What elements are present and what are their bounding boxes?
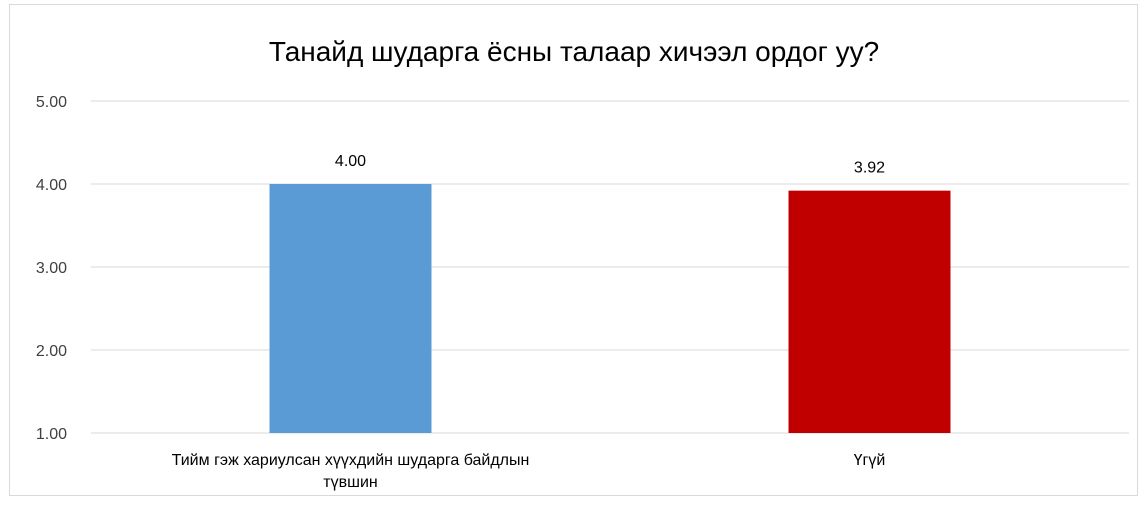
y-tick-label: 2.00 [36,343,67,360]
chart-title: Танайд шударга ёсны талаар хичээл ордог … [269,36,879,67]
y-tick-label: 1.00 [36,426,67,443]
bars [269,184,951,433]
data-label: 4.00 [335,153,366,170]
y-tick-label: 5.00 [36,94,67,111]
chart-area: Танайд шударга ёсны талаар хичээл ордог … [9,4,1138,496]
data-label: 3.92 [854,160,885,177]
bar-chart: Танайд шударга ёсны талаар хичээл ордог … [36,36,1129,491]
bar [788,190,951,433]
y-tick-label: 3.00 [36,260,67,277]
category-label: Үгүй [854,452,886,469]
data-labels: 4.00 3.92 [335,153,885,177]
gridlines [91,100,1129,434]
y-tick-label: 4.00 [36,177,67,194]
category-labels: Тийм гэж хариулсан хүүхдийн шударга байд… [172,452,886,491]
y-axis-tick-labels: 1.00 2.00 3.00 4.00 5.00 [36,94,67,443]
bar [269,184,432,433]
category-label: Тийм гэж хариулсан хүүхдийн шударга байд… [172,452,530,491]
